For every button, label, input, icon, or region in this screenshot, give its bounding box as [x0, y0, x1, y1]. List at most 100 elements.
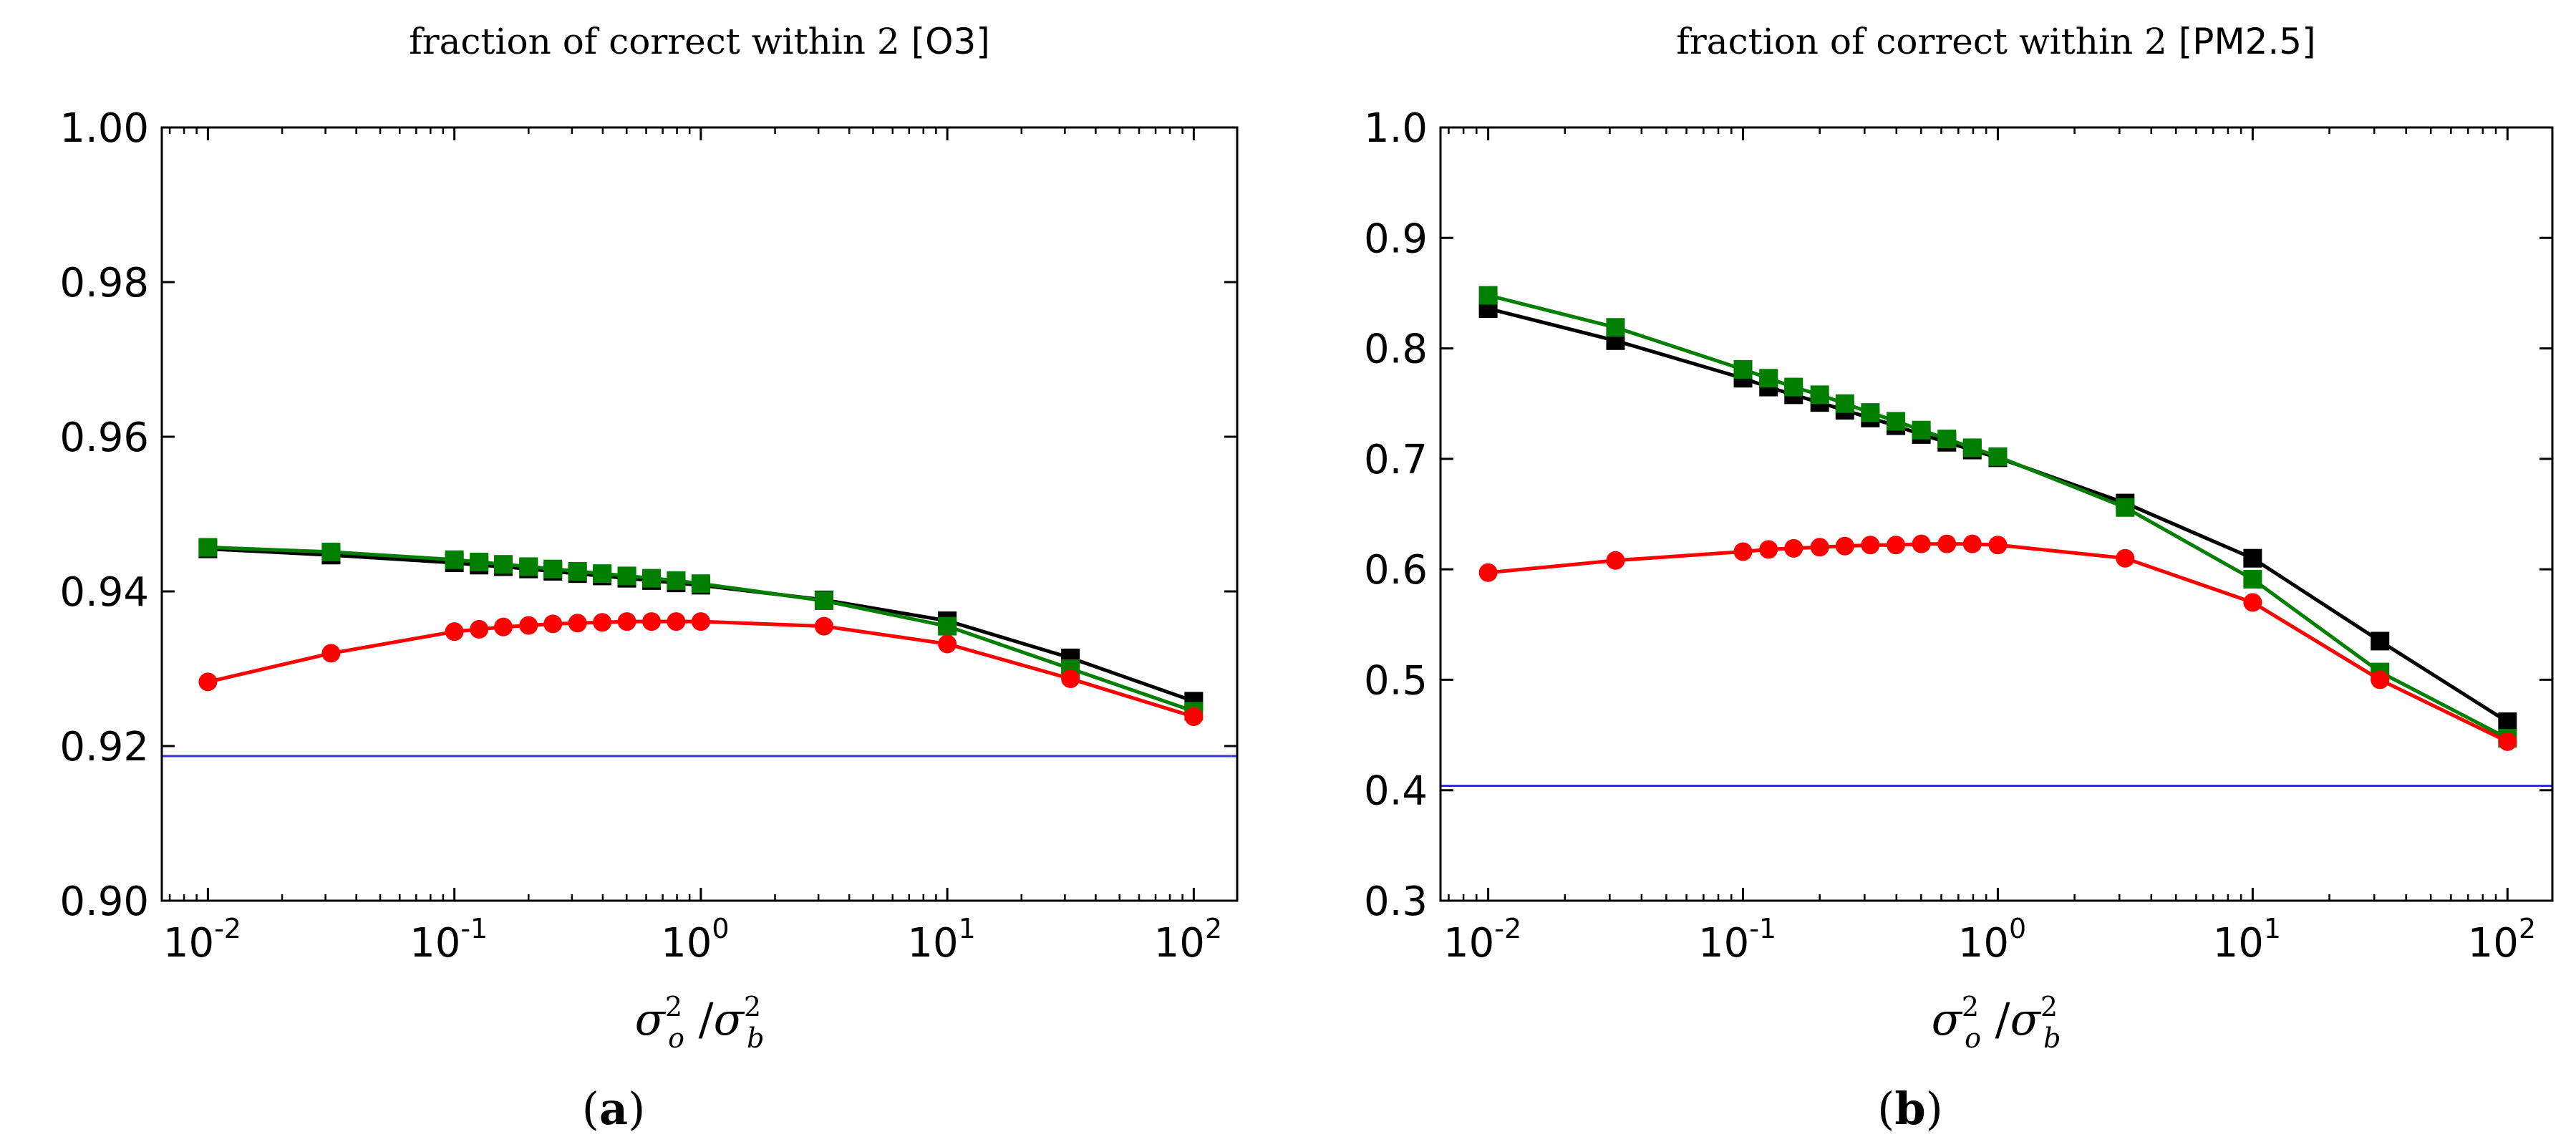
- data-point-red: [568, 614, 587, 633]
- y-tick-label: 0.90: [59, 879, 149, 925]
- data-point-red: [814, 616, 833, 636]
- x-tick-exponent: -2: [1494, 913, 1521, 944]
- data-point-green: [568, 561, 587, 581]
- data-point-red: [1784, 538, 1803, 558]
- panel-label: (b): [1877, 1083, 1943, 1135]
- x-tick-label: 102: [2468, 913, 2536, 967]
- y-tick-label: 0.5: [1364, 657, 1428, 704]
- data-point-green: [321, 542, 341, 561]
- data-point-black: [2498, 712, 2517, 732]
- data-point-red: [2371, 670, 2390, 689]
- series-group: [198, 538, 1204, 726]
- data-point-green: [470, 552, 489, 571]
- xlabel-sup-b: 2: [744, 991, 761, 1022]
- y-tick-label: 1.0: [1364, 105, 1428, 152]
- x-tick-base: 10: [1698, 920, 1749, 967]
- xlabel-sub-o: o: [1965, 1022, 1981, 1054]
- data-point-red: [593, 613, 612, 632]
- panel-label-letter: b: [1894, 1083, 1925, 1135]
- data-point-green: [2243, 570, 2262, 589]
- data-point-green: [1887, 412, 1906, 431]
- x-tick-label: 10-2: [163, 913, 241, 967]
- data-point-green: [1733, 359, 1753, 379]
- data-point-red: [1912, 534, 1931, 553]
- x-tick-label: 10-1: [1698, 913, 1776, 967]
- data-point-green: [642, 568, 662, 588]
- data-point-black: [2371, 631, 2390, 651]
- data-point-green: [617, 566, 636, 586]
- x-tick-base: 10: [1443, 920, 1494, 967]
- y-tick-label: 0.98: [59, 260, 149, 306]
- axes-frame: [160, 126, 1239, 902]
- panel-label: (a): [582, 1083, 646, 1135]
- data-point-red: [1887, 536, 1906, 555]
- x-tick-exponent: -1: [460, 913, 488, 944]
- data-point-green: [1835, 394, 1854, 413]
- x-tick-exponent: 0: [712, 913, 729, 944]
- data-point-red: [1733, 542, 1753, 561]
- data-point-green: [1962, 438, 1982, 458]
- data-point-red: [667, 612, 686, 631]
- data-point-red: [1962, 534, 1982, 553]
- data-point-green: [494, 555, 513, 574]
- series-line-red: [207, 619, 1195, 719]
- data-point-red: [1861, 536, 1880, 555]
- x-tick-base: 10: [1958, 920, 2009, 967]
- data-point-red: [1184, 707, 1204, 726]
- data-point-red: [938, 634, 957, 654]
- y-tick-label: 0.96: [59, 415, 149, 461]
- data-point-red: [321, 644, 341, 663]
- y-tick-label: 0.8: [1364, 326, 1428, 373]
- data-point-red: [470, 619, 489, 639]
- series-line-black: [1487, 306, 2509, 724]
- data-point-red: [2116, 548, 2135, 568]
- chart-title-species: [PM2.5]: [2179, 21, 2316, 62]
- x-tick-label: 102: [1154, 913, 1222, 967]
- chart-panel-b: fraction of correct within 2 [PM2.5]10-2…: [1364, 21, 2554, 1135]
- y-tick-label: 0.92: [59, 724, 149, 770]
- x-tick-base: 10: [410, 920, 460, 967]
- data-point-red: [642, 612, 662, 631]
- xlabel-sigma-b: σ: [2010, 993, 2042, 1045]
- data-point-green: [1478, 286, 1498, 305]
- data-point-green: [1606, 318, 1625, 337]
- x-tick-base: 10: [2468, 920, 2519, 967]
- x-tick-exponent: 2: [2519, 913, 2536, 944]
- xlabel-sup-o: 2: [1962, 991, 1979, 1022]
- data-point-red: [1937, 534, 1957, 553]
- x-tick-base: 10: [907, 920, 958, 967]
- x-tick-base: 10: [661, 920, 712, 967]
- data-point-green: [198, 538, 218, 557]
- x-tick-label: 100: [661, 913, 729, 967]
- data-point-green: [938, 616, 957, 636]
- x-tick-label: 101: [907, 913, 975, 967]
- data-point-red: [1478, 563, 1498, 582]
- y-tick-label: 0.4: [1364, 768, 1428, 815]
- data-point-green: [519, 557, 538, 576]
- x-tick-exponent: -2: [214, 913, 241, 944]
- xlabel-sup-o: 2: [665, 991, 682, 1022]
- data-point-red: [691, 612, 710, 631]
- data-point-green: [1810, 385, 1829, 405]
- x-axis-label: σ2 o /σ2 b: [635, 991, 765, 1054]
- x-tick-base: 10: [2213, 920, 2264, 967]
- x-tick-exponent: 1: [2264, 913, 2281, 944]
- y-tick-label: 0.7: [1364, 437, 1428, 483]
- data-point-red: [519, 616, 538, 635]
- xlabel-separator: /: [684, 993, 714, 1045]
- y-tick-label: 0.94: [59, 569, 149, 616]
- x-axis-label: σ2 o /σ2 b: [1932, 991, 2061, 1054]
- data-point-green: [1759, 369, 1778, 388]
- data-point-red: [1835, 536, 1854, 556]
- xlabel-sub-b: b: [2043, 1022, 2061, 1054]
- data-point-green: [667, 571, 686, 590]
- x-tick-exponent: 2: [1205, 913, 1222, 944]
- chart-title-main: fraction of correct within 2: [409, 21, 899, 62]
- xlabel-sub-b: b: [747, 1022, 764, 1054]
- xlabel-sigma-o: σ: [635, 993, 667, 1045]
- chart-title: fraction of correct within 2 [O3]: [409, 21, 990, 62]
- data-point-red: [543, 614, 563, 634]
- data-point-red: [445, 622, 464, 642]
